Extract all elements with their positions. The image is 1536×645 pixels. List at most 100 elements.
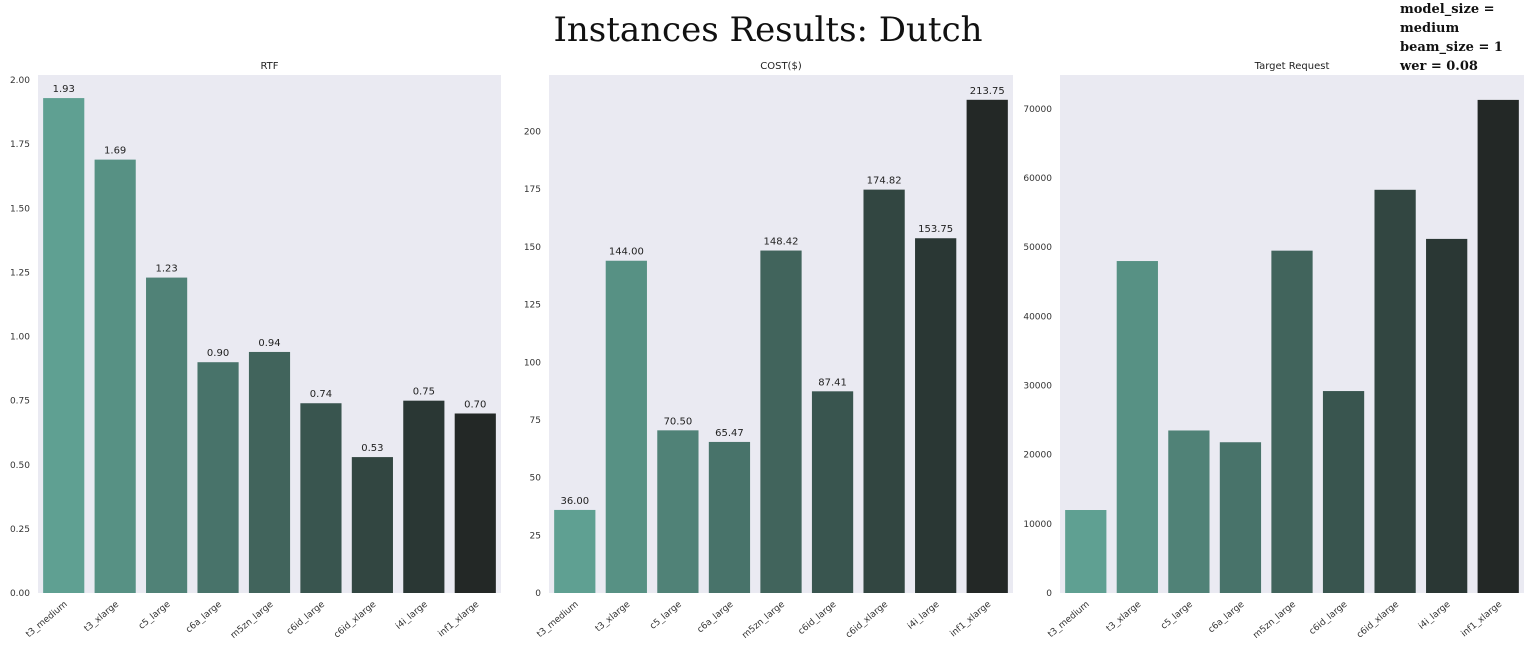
x-tick-label: c6a_large <box>1207 599 1247 635</box>
bar-inf1_xlarge <box>966 99 1008 593</box>
y-tick-label: 60000 <box>1023 174 1052 184</box>
x-tick-label: m5zn_large <box>229 599 276 641</box>
bar-c6a_large <box>197 362 239 593</box>
bar-m5zn_large <box>248 351 291 593</box>
data-label: 1.23 <box>155 264 177 275</box>
x-tick-label: c5_large <box>137 599 173 631</box>
y-tick-label: 2.00 <box>10 76 30 86</box>
y-tick-label: 1.50 <box>10 204 30 214</box>
bar-c5_large <box>1168 430 1210 593</box>
param-wer: wer = 0.08 <box>1400 59 1478 74</box>
y-tick-label: 0.50 <box>10 461 30 471</box>
y-tick-label: 150 <box>524 243 541 253</box>
data-label: 153.75 <box>918 224 953 235</box>
x-tick-label: c6id_large <box>285 599 327 637</box>
bar-t3_xlarge <box>1116 261 1158 593</box>
x-tick-label: m5zn_large <box>1251 599 1298 641</box>
y-tick-label: 0.25 <box>10 525 30 535</box>
bar-inf1_xlarge <box>1477 99 1519 594</box>
x-tick-label: i4i_large <box>1417 599 1453 631</box>
y-tick-label: 100 <box>524 358 541 368</box>
data-label: 0.70 <box>464 399 486 410</box>
parameter-box: model_size = medium beam_size = 1 wer = … <box>1400 0 1536 76</box>
bar-c6id_xlarge <box>1374 189 1416 593</box>
y-tick-label: 0.75 <box>10 397 30 407</box>
bar-t3_xlarge <box>94 159 136 593</box>
y-tick-label: 70000 <box>1023 105 1052 115</box>
x-tick-label: c6id_large <box>797 599 839 637</box>
bar-t3_medium <box>43 98 85 593</box>
bar-inf1_xlarge <box>454 413 496 593</box>
y-tick-label: 1.00 <box>10 333 30 343</box>
y-tick-label: 0.00 <box>10 589 30 599</box>
x-tick-label: t3_medium <box>535 600 580 640</box>
y-tick-label: 10000 <box>1023 520 1052 530</box>
y-tick-label: 1.75 <box>10 140 30 150</box>
data-label: 0.75 <box>413 387 435 398</box>
x-tick-label: c6id_xlarge <box>332 599 378 640</box>
panel-title-1: COST($) <box>760 61 802 72</box>
x-tick-label: m5zn_large <box>740 599 787 641</box>
bar-c5_large <box>146 277 188 593</box>
bar-i4i_large <box>403 400 445 593</box>
data-label: 70.50 <box>664 416 693 427</box>
panel-title-2: Target Request <box>1254 61 1330 72</box>
y-tick-label: 125 <box>524 301 541 311</box>
x-tick-label: c6id_xlarge <box>844 599 890 640</box>
bar-t3_medium <box>1065 510 1107 593</box>
x-tick-label: inf1_xlarge <box>437 599 482 639</box>
x-tick-label: t3_xlarge <box>594 599 633 634</box>
y-tick-label: 0 <box>535 589 541 599</box>
y-tick-label: 200 <box>524 128 541 138</box>
y-tick-label: 40000 <box>1023 312 1052 322</box>
y-tick-label: 175 <box>524 185 541 195</box>
x-tick-label: c6id_large <box>1308 599 1350 637</box>
data-label: 213.75 <box>970 86 1005 97</box>
bar-c6id_large <box>811 391 854 593</box>
bar-t3_medium <box>554 509 596 593</box>
bar-c6id_large <box>300 403 342 593</box>
panel-title-0: RTF <box>260 61 278 72</box>
y-tick-label: 1.25 <box>10 268 30 278</box>
param-beam-size: beam_size = 1 <box>1400 40 1503 55</box>
bar-c6id_large <box>1322 391 1365 593</box>
bar-c5_large <box>657 430 699 593</box>
bar-i4i_large <box>915 238 957 593</box>
x-tick-label: c5_large <box>648 599 684 631</box>
x-tick-label: c6a_large <box>184 599 224 635</box>
data-label: 174.82 <box>867 176 902 187</box>
data-label: 0.74 <box>310 389 332 400</box>
chart-title: Instances Results: Dutch <box>553 10 983 50</box>
x-tick-label: c5_large <box>1159 599 1195 631</box>
bar-m5zn_large <box>1271 250 1313 593</box>
bar-c6id_xlarge <box>351 457 393 593</box>
data-label: 36.00 <box>560 496 589 507</box>
x-tick-label: t3_xlarge <box>83 599 122 634</box>
y-tick-label: 25 <box>530 531 541 541</box>
bar-c6a_large <box>708 441 751 593</box>
data-label: 0.90 <box>207 348 229 359</box>
x-tick-label: i4i_large <box>906 599 942 631</box>
param-model-size: model_size = medium <box>1400 2 1495 36</box>
data-label: 87.41 <box>818 377 847 388</box>
data-label: 148.42 <box>764 237 799 248</box>
x-tick-label: t3_medium <box>24 600 69 640</box>
data-label: 144.00 <box>609 247 644 258</box>
data-label: 0.53 <box>361 443 383 454</box>
x-tick-label: t3_medium <box>1046 600 1091 640</box>
data-label: 1.69 <box>104 146 126 157</box>
x-tick-label: i4i_large <box>394 599 430 631</box>
data-label: 65.47 <box>715 428 744 439</box>
x-tick-label: c6a_large <box>696 599 736 635</box>
bar-i4i_large <box>1426 238 1468 593</box>
y-tick-label: 30000 <box>1023 382 1052 392</box>
x-tick-label: inf1_xlarge <box>949 599 994 639</box>
data-label: 0.94 <box>258 338 280 349</box>
x-tick-label: inf1_xlarge <box>1460 599 1505 639</box>
y-tick-label: 75 <box>530 416 541 426</box>
y-tick-label: 0 <box>1046 589 1052 599</box>
bar-t3_xlarge <box>605 260 647 593</box>
y-tick-label: 20000 <box>1023 451 1052 461</box>
y-tick-label: 50 <box>530 474 542 484</box>
